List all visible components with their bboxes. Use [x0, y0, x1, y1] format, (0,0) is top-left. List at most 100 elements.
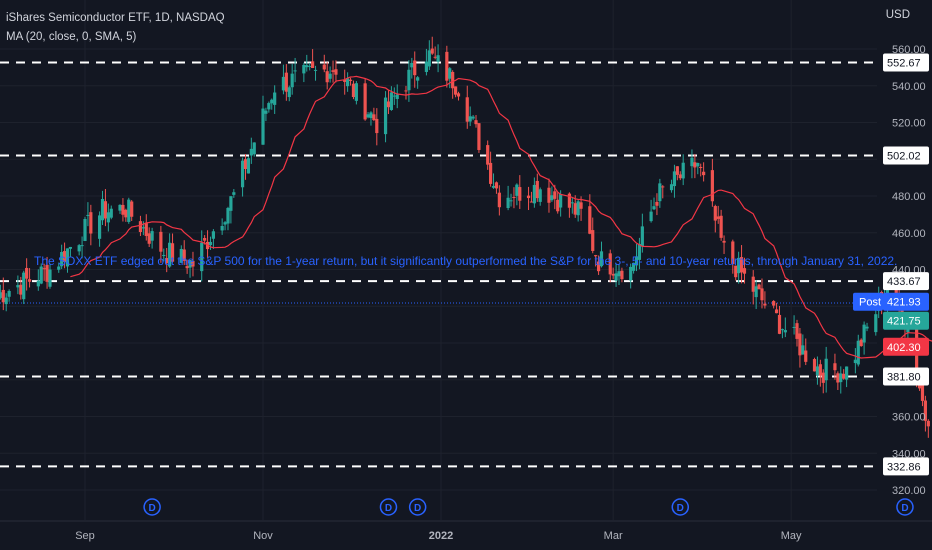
candle-body	[106, 212, 110, 223]
candle-body	[818, 364, 822, 376]
symbol-title[interactable]: iShares Semiconductor ETF, 1D, NASDAQ	[6, 12, 225, 24]
candle-body	[465, 97, 469, 122]
candle-body	[629, 266, 633, 281]
candle-body	[42, 268, 46, 270]
candle-body	[211, 231, 215, 239]
candle-body	[722, 240, 726, 243]
candle-body	[739, 257, 744, 273]
candle-body	[532, 184, 536, 204]
candle-body	[734, 265, 738, 278]
candle-body	[328, 73, 332, 79]
candle-body	[529, 201, 534, 203]
currency-label[interactable]: USD	[885, 9, 910, 21]
candle-body	[290, 73, 294, 88]
candle-body	[655, 201, 659, 206]
candle-body	[468, 116, 472, 122]
candle-body	[223, 222, 227, 225]
candle-body	[862, 324, 866, 343]
candle-body	[518, 187, 522, 201]
candle-body	[894, 287, 898, 294]
candle-body	[60, 252, 64, 267]
indicator-label[interactable]: MA (20, close, 0, SMA, 5)	[6, 31, 137, 43]
post-price-tag-box	[883, 292, 929, 311]
candle-body	[252, 142, 256, 155]
candle-body	[7, 290, 11, 297]
candle-body	[474, 120, 478, 125]
candle-body	[410, 63, 414, 68]
dividend-marker-label: D	[414, 503, 421, 514]
candle-body	[792, 326, 796, 328]
candle-body	[874, 314, 878, 333]
candle-body	[97, 215, 102, 239]
candle-body	[392, 95, 396, 97]
candle-body	[354, 83, 358, 101]
candle-body	[509, 200, 513, 202]
candle-body	[550, 195, 554, 201]
candle-body	[489, 162, 493, 184]
candle-body	[760, 288, 764, 301]
candle-body	[594, 255, 598, 257]
candle-body	[515, 184, 519, 196]
candle-body	[68, 246, 73, 249]
candle-body	[170, 243, 175, 262]
horizontal-levels	[0, 61, 877, 468]
candle-body	[57, 266, 61, 270]
level-price-tag-text: 552.67	[887, 57, 921, 69]
candle-body	[65, 248, 70, 267]
candle-body	[477, 123, 481, 150]
candle-body	[556, 199, 560, 212]
candle-body	[652, 206, 656, 210]
candle-body	[36, 280, 40, 287]
dividend-marker-icon	[671, 498, 690, 516]
candle-body	[243, 159, 248, 170]
candle-body	[751, 276, 755, 292]
candle-body	[416, 77, 420, 81]
candle-body	[264, 110, 268, 114]
candle-body	[649, 211, 653, 222]
level-price-tag-text: 381.80	[887, 371, 921, 383]
candle-body	[185, 266, 189, 269]
candle-body	[86, 214, 90, 216]
candle-body	[281, 76, 286, 91]
candle-body	[596, 261, 601, 272]
candle-body	[200, 242, 204, 272]
candle-body	[203, 238, 207, 241]
dividend-marker-label: D	[385, 503, 392, 514]
candle-body	[165, 258, 169, 264]
candle-body	[611, 273, 615, 276]
candle-body	[506, 197, 510, 208]
candle-body	[640, 226, 644, 247]
candle-body	[413, 60, 417, 76]
candle-body	[287, 87, 291, 98]
time-axis[interactable]: SepNov2022MarMayJulSepNov2023	[0, 520, 932, 542]
candle-body	[302, 64, 306, 74]
candle-body	[375, 118, 379, 134]
dividend-marker-icon	[408, 498, 427, 516]
candle-body	[538, 189, 542, 202]
candle-body	[576, 201, 580, 216]
candle-body	[162, 254, 166, 257]
candle-body	[774, 309, 779, 314]
candle-body	[512, 196, 516, 198]
candle-body	[372, 114, 376, 121]
candle-body	[599, 251, 604, 267]
candle-body	[471, 116, 475, 119]
candle-body	[305, 65, 309, 68]
candle-body	[777, 314, 782, 334]
candle-body	[926, 420, 930, 427]
candle-body	[448, 68, 452, 79]
time-axis-label: Sep	[75, 530, 95, 542]
candle-body	[191, 260, 195, 267]
time-axis-label: Nov	[253, 530, 273, 542]
candle-body	[124, 209, 128, 218]
candle-body	[588, 206, 592, 234]
candle-body	[182, 249, 186, 261]
candle-body	[433, 56, 437, 58]
price-axis-label: 360.00	[892, 412, 926, 424]
candle-body	[45, 264, 49, 282]
level-price-tag-box	[883, 457, 929, 476]
dividend-marker-label: D	[148, 503, 155, 514]
candle-body	[678, 174, 682, 179]
candle-body	[859, 339, 863, 347]
